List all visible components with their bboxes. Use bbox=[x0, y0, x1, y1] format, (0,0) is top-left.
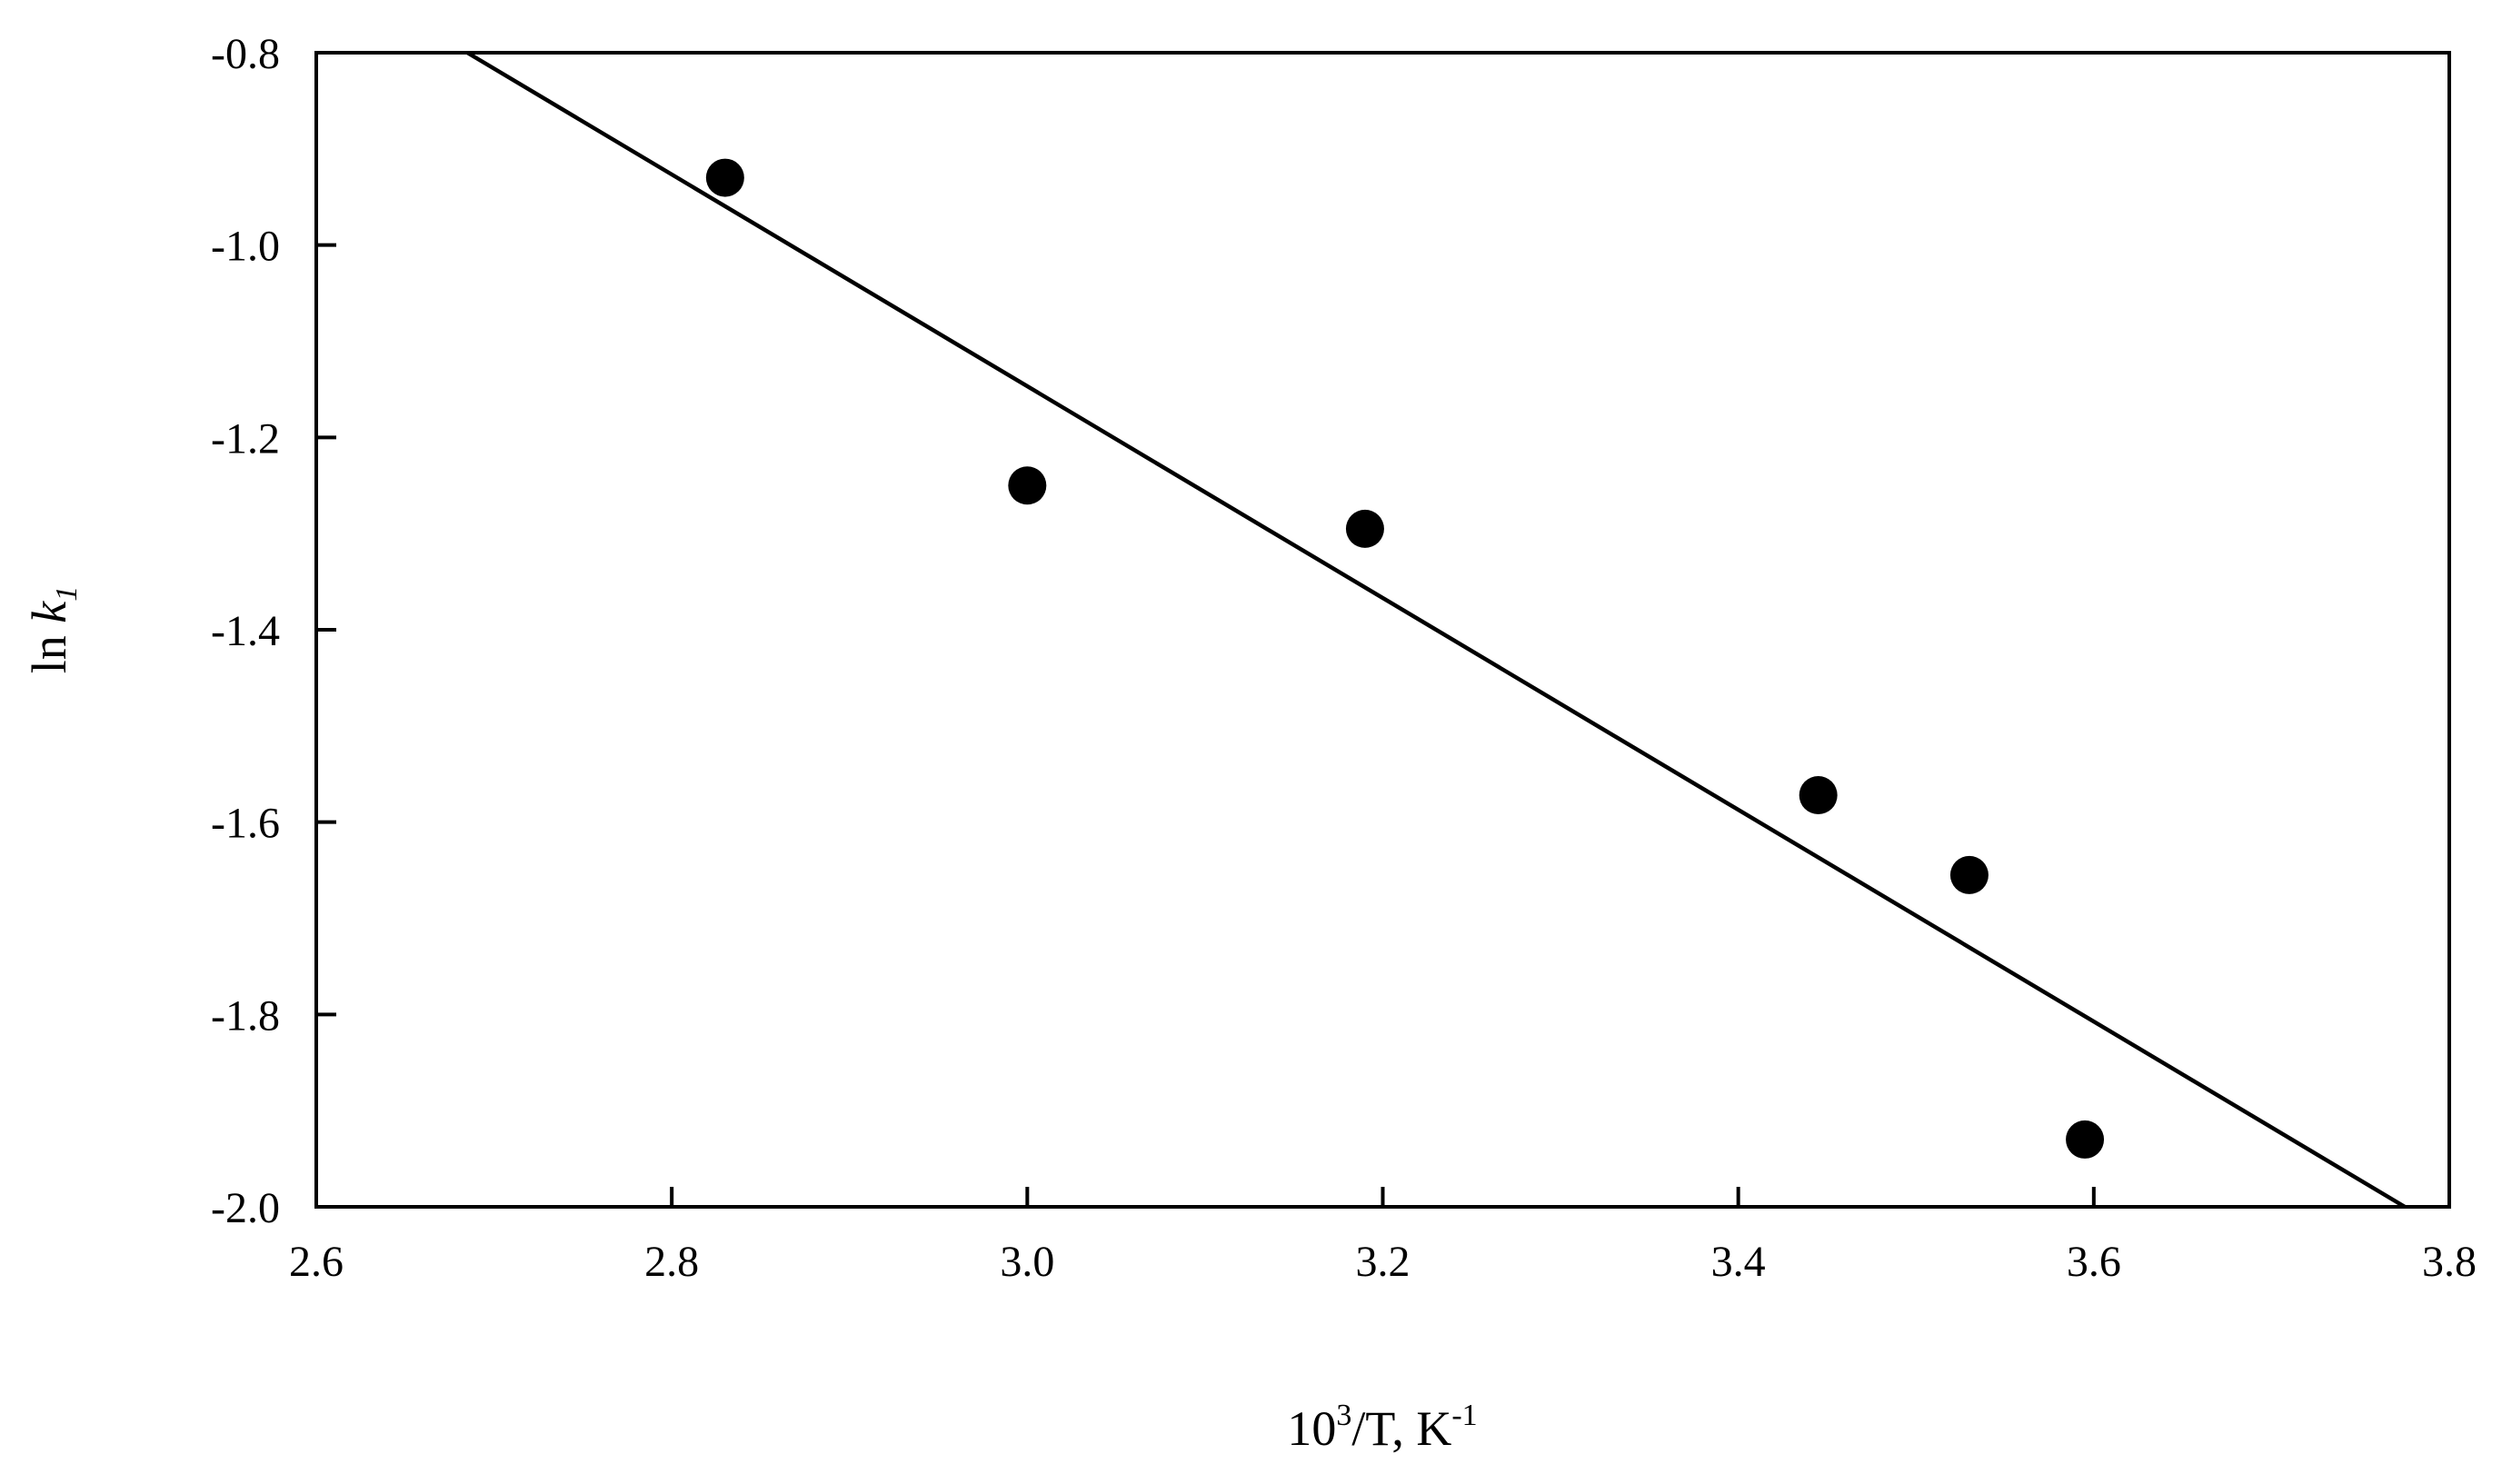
y-tick-label: -1.0 bbox=[211, 223, 280, 271]
x-tick-label: 3.0 bbox=[1000, 1238, 1054, 1286]
y-tick-label: -0.8 bbox=[211, 30, 280, 78]
y-axis-label-sub: 1 bbox=[50, 586, 84, 602]
y-tick-label: -1.8 bbox=[211, 991, 280, 1040]
x-tick-label: 3.8 bbox=[2422, 1238, 2477, 1286]
x-tick-label: 3.4 bbox=[1711, 1238, 1766, 1286]
y-axis-label: ln k1 bbox=[22, 586, 84, 673]
x-axis-label-base: 10 bbox=[1287, 1401, 1336, 1456]
x-axis-label-sup2: -1 bbox=[1451, 1399, 1477, 1432]
chart-marks bbox=[466, 51, 2407, 1209]
fit-line bbox=[466, 51, 2407, 1209]
y-axis-label-var: k bbox=[22, 601, 76, 623]
x-axis-label-sup: 3 bbox=[1336, 1399, 1351, 1432]
x-axis-label-rest: /T, K bbox=[1351, 1401, 1451, 1456]
y-tick-label: -2.0 bbox=[211, 1184, 280, 1232]
y-tick-label: -1.6 bbox=[211, 800, 280, 848]
data-point bbox=[2066, 1120, 2105, 1159]
data-point bbox=[1345, 509, 1384, 548]
data-point bbox=[705, 158, 744, 197]
data-point bbox=[1008, 466, 1047, 505]
x-tick-label: 2.6 bbox=[289, 1238, 344, 1286]
y-axis-ticks: -0.8 -1.0 -1.2 -1.4 -1.6 -1.8 -2.0 bbox=[211, 30, 336, 1232]
data-point bbox=[1949, 855, 1989, 894]
x-tick-label: 3.6 bbox=[2067, 1238, 2121, 1286]
y-tick-label: -1.4 bbox=[211, 607, 280, 655]
plot-frame bbox=[314, 51, 2451, 1209]
x-axis-ticks: 2.6 2.8 3.0 3.2 3.4 3.6 3.8 bbox=[289, 1187, 2477, 1286]
y-tick-label: -1.2 bbox=[211, 414, 280, 463]
x-axis-label: 103/T, K-1 bbox=[1287, 1399, 1477, 1456]
x-tick-label: 2.8 bbox=[644, 1238, 699, 1286]
y-axis-label-prefix: ln bbox=[22, 623, 76, 674]
x-tick-label: 3.2 bbox=[1356, 1238, 1411, 1286]
data-point bbox=[1799, 776, 1838, 815]
